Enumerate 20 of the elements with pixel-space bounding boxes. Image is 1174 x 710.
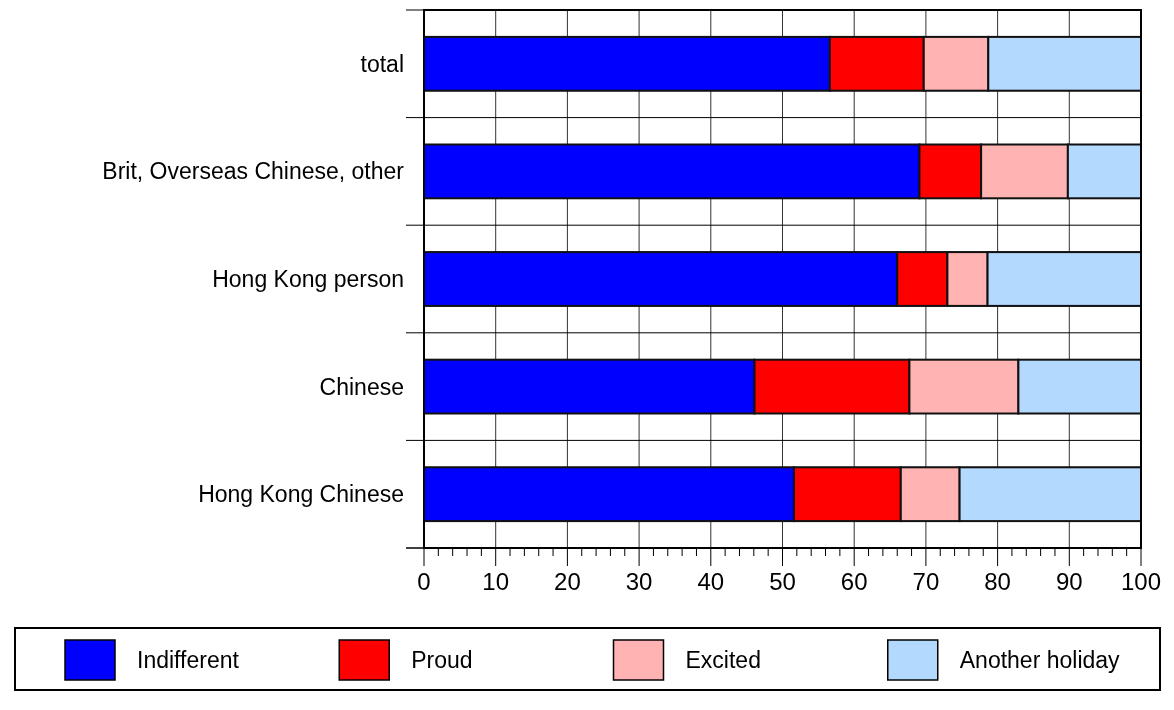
- x-tick-label: 70: [912, 568, 940, 595]
- y-tick-label: Hong Kong Chinese: [198, 481, 404, 508]
- y-tick-label: Brit, Overseas Chinese, other: [102, 158, 405, 185]
- x-tick-label: 100: [1120, 568, 1162, 595]
- x-tick-label: 80: [984, 568, 1011, 595]
- legend-label: Another holiday: [959, 647, 1121, 673]
- y-tick-label: Chinese: [319, 373, 404, 400]
- legend-label: Proud: [411, 647, 473, 673]
- x-tick-label: 90: [1055, 568, 1083, 595]
- x-tick-label: 20: [554, 568, 581, 595]
- legend-label: Indifferent: [137, 647, 240, 673]
- x-tick-label: 0: [417, 568, 431, 595]
- x-tick-label: 40: [697, 568, 725, 595]
- legend-label: Excited: [685, 647, 761, 673]
- x-tick-label: 50: [769, 568, 796, 595]
- x-tick-label: 60: [840, 568, 868, 595]
- x-tick-label: 30: [625, 568, 653, 595]
- x-tick-label: 10: [482, 568, 510, 595]
- y-tick-label: Hong Kong person: [212, 266, 404, 292]
- y-tick-label: total: [360, 50, 404, 77]
